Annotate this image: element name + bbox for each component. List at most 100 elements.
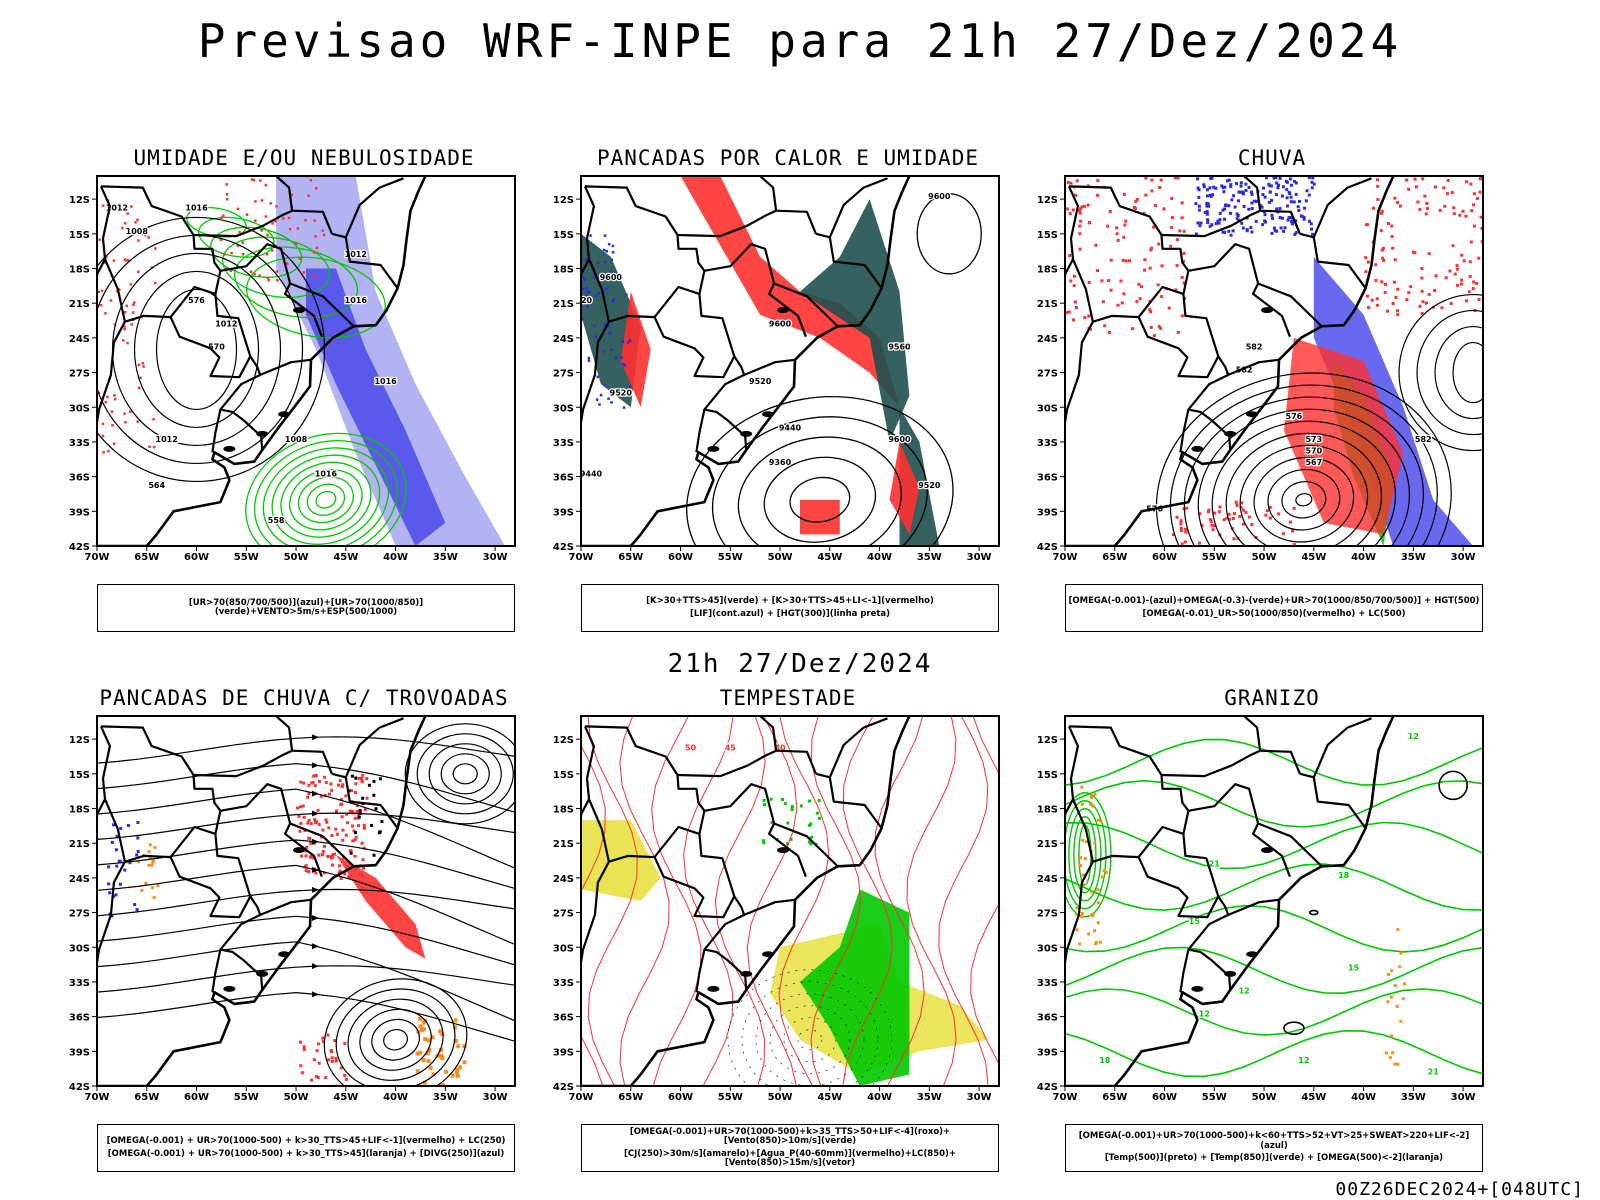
lon-label: 30W xyxy=(1451,1092,1476,1103)
omega500-orange xyxy=(1389,995,1393,999)
humidity-green-contour xyxy=(210,226,303,278)
rain-red xyxy=(1184,527,1188,531)
map-plot[interactable]: 12 21 18 15 12 15 12 12 21 18 12S 15S 18S 21S 24S 27S 30… xyxy=(1022,706,1522,1121)
panel-trovoadas[interactable]: PANCADAS DE CHUVA C/ TROVOADAS [OMEGA(-0… xyxy=(54,686,554,1172)
thunder-red xyxy=(327,826,331,830)
contour-label: 573 xyxy=(1305,435,1322,444)
temp850-contour xyxy=(1065,821,1483,870)
rain-red xyxy=(1427,252,1431,256)
rain-red xyxy=(1180,216,1184,220)
lat-label: 24S xyxy=(553,334,574,345)
rain-red xyxy=(1218,505,1222,509)
panel-tempestade[interactable]: TEMPESTADE [OMEGA(-0.001)+UR>70(1000-500… xyxy=(538,686,1038,1172)
thickness-contour xyxy=(313,219,316,222)
wind850-green xyxy=(809,822,813,826)
thunder-red xyxy=(331,853,335,857)
panel-chuva[interactable]: CHUVA [OMEGA(-0.001)-(azul)+OMEGA(-0.3)-… xyxy=(1022,146,1522,632)
lat-label: 18S xyxy=(1037,805,1058,816)
thunder-red xyxy=(313,818,317,822)
thickness-contour xyxy=(126,258,130,262)
rain-red xyxy=(1425,207,1429,211)
lif-contour xyxy=(608,332,612,335)
omega500-orange xyxy=(1399,951,1403,955)
lif-contour xyxy=(605,287,608,290)
omega500-orange xyxy=(1393,1062,1397,1066)
thunder-red xyxy=(299,805,303,809)
omega-blue xyxy=(1208,186,1212,190)
country-border xyxy=(97,798,106,815)
thickness-contour xyxy=(147,236,150,239)
rain-red xyxy=(1082,204,1086,208)
omega-blue xyxy=(1244,189,1248,193)
omega500-orange xyxy=(1393,983,1397,987)
panel-title: TEMPESTADE xyxy=(719,686,857,710)
panel-granizo[interactable]: GRANIZO [OMEGA(-0.001)+UR>70(1000-500)+k… xyxy=(1022,686,1522,1172)
lake xyxy=(740,970,753,977)
lc-marker xyxy=(354,831,358,835)
thickness-contour xyxy=(122,339,125,342)
legend-line: [UR>70(850/700/500)](azul)+[UR>70(1000/8… xyxy=(188,597,424,617)
rain-red xyxy=(1227,512,1231,516)
lake xyxy=(1224,970,1237,977)
lon-label: 70W xyxy=(1053,1092,1078,1103)
omega-blue xyxy=(1229,183,1233,187)
contour-label: 9520 xyxy=(570,296,593,305)
omega500-orange xyxy=(1090,913,1094,917)
rain-red xyxy=(1247,515,1251,519)
rain-red xyxy=(1107,331,1111,335)
thickness-contour xyxy=(126,212,129,215)
map-plot[interactable]: 50 45 40 12S 15S 18S 21S 24S 27S 30S 33S 36S 39S 42S7… xyxy=(538,706,1038,1121)
lon-label: 55W xyxy=(1202,552,1227,563)
humidity-green-contour xyxy=(245,432,407,546)
thunder-red xyxy=(338,869,342,873)
hgt500-contour xyxy=(1416,309,1483,436)
panel-umidade[interactable]: UMIDADE E/OU NEBULOSIDADE [UR>70(850/700… xyxy=(54,146,554,632)
rain-red xyxy=(1175,238,1179,242)
map-plot[interactable]: 58258257657357056757658212S15S18S21S24S2… xyxy=(1022,166,1522,581)
thunder-red xyxy=(360,841,364,845)
lc-marker xyxy=(349,851,353,855)
omega-blue xyxy=(1310,227,1314,231)
omega500-orange xyxy=(1081,873,1085,877)
rain-red xyxy=(1241,522,1245,526)
rain-red xyxy=(1386,222,1390,226)
thickness-contour xyxy=(229,269,233,273)
lat-label: 33S xyxy=(69,438,90,449)
map-plot[interactable]: 1012 1008 1016 1016 1012 1012 1016 1012 1008 1016… xyxy=(54,166,554,581)
wind850-green xyxy=(789,837,793,841)
streamline xyxy=(97,864,515,946)
omega-blue xyxy=(1285,196,1289,200)
omega-blue xyxy=(1227,229,1231,233)
lc-marker xyxy=(370,823,374,827)
thickness-contour xyxy=(113,394,116,397)
lif-contour xyxy=(587,359,591,362)
thunder-red xyxy=(335,832,339,836)
rain-red xyxy=(1116,238,1120,242)
rain-red xyxy=(1182,251,1186,255)
rain-red xyxy=(1094,243,1098,247)
lat-label: 21S xyxy=(1037,299,1058,310)
omega500-orange xyxy=(1398,965,1402,969)
thunder-red xyxy=(314,820,318,824)
omega-blue xyxy=(1263,213,1267,217)
map-plot[interactable]: 9600 9600 9520 9600 9560 9520 9440 9360 9600 9520… xyxy=(538,166,1038,581)
thickness-contour xyxy=(220,216,223,219)
omega-blue xyxy=(1196,177,1200,181)
lif-contour xyxy=(625,293,628,297)
rain-red xyxy=(1455,267,1459,271)
rain-red xyxy=(1380,248,1384,252)
rain-red xyxy=(1108,209,1112,213)
thickness-contour xyxy=(313,274,317,278)
lat-label: 33S xyxy=(69,978,90,989)
country-border xyxy=(703,895,748,991)
thunder-orange xyxy=(428,1065,433,1070)
omega-blue xyxy=(1254,219,1258,223)
omega-blue xyxy=(1272,176,1276,180)
thickness-contour xyxy=(129,410,132,413)
contour-label: 1012 xyxy=(345,250,367,259)
omega500-orange xyxy=(1390,969,1394,973)
panel-pancadas-calor[interactable]: PANCADAS POR CALOR E UMIDADE [K>30+TTS>4… xyxy=(538,146,1038,632)
omega-blue xyxy=(1294,181,1298,185)
omega-blue xyxy=(1310,180,1314,184)
